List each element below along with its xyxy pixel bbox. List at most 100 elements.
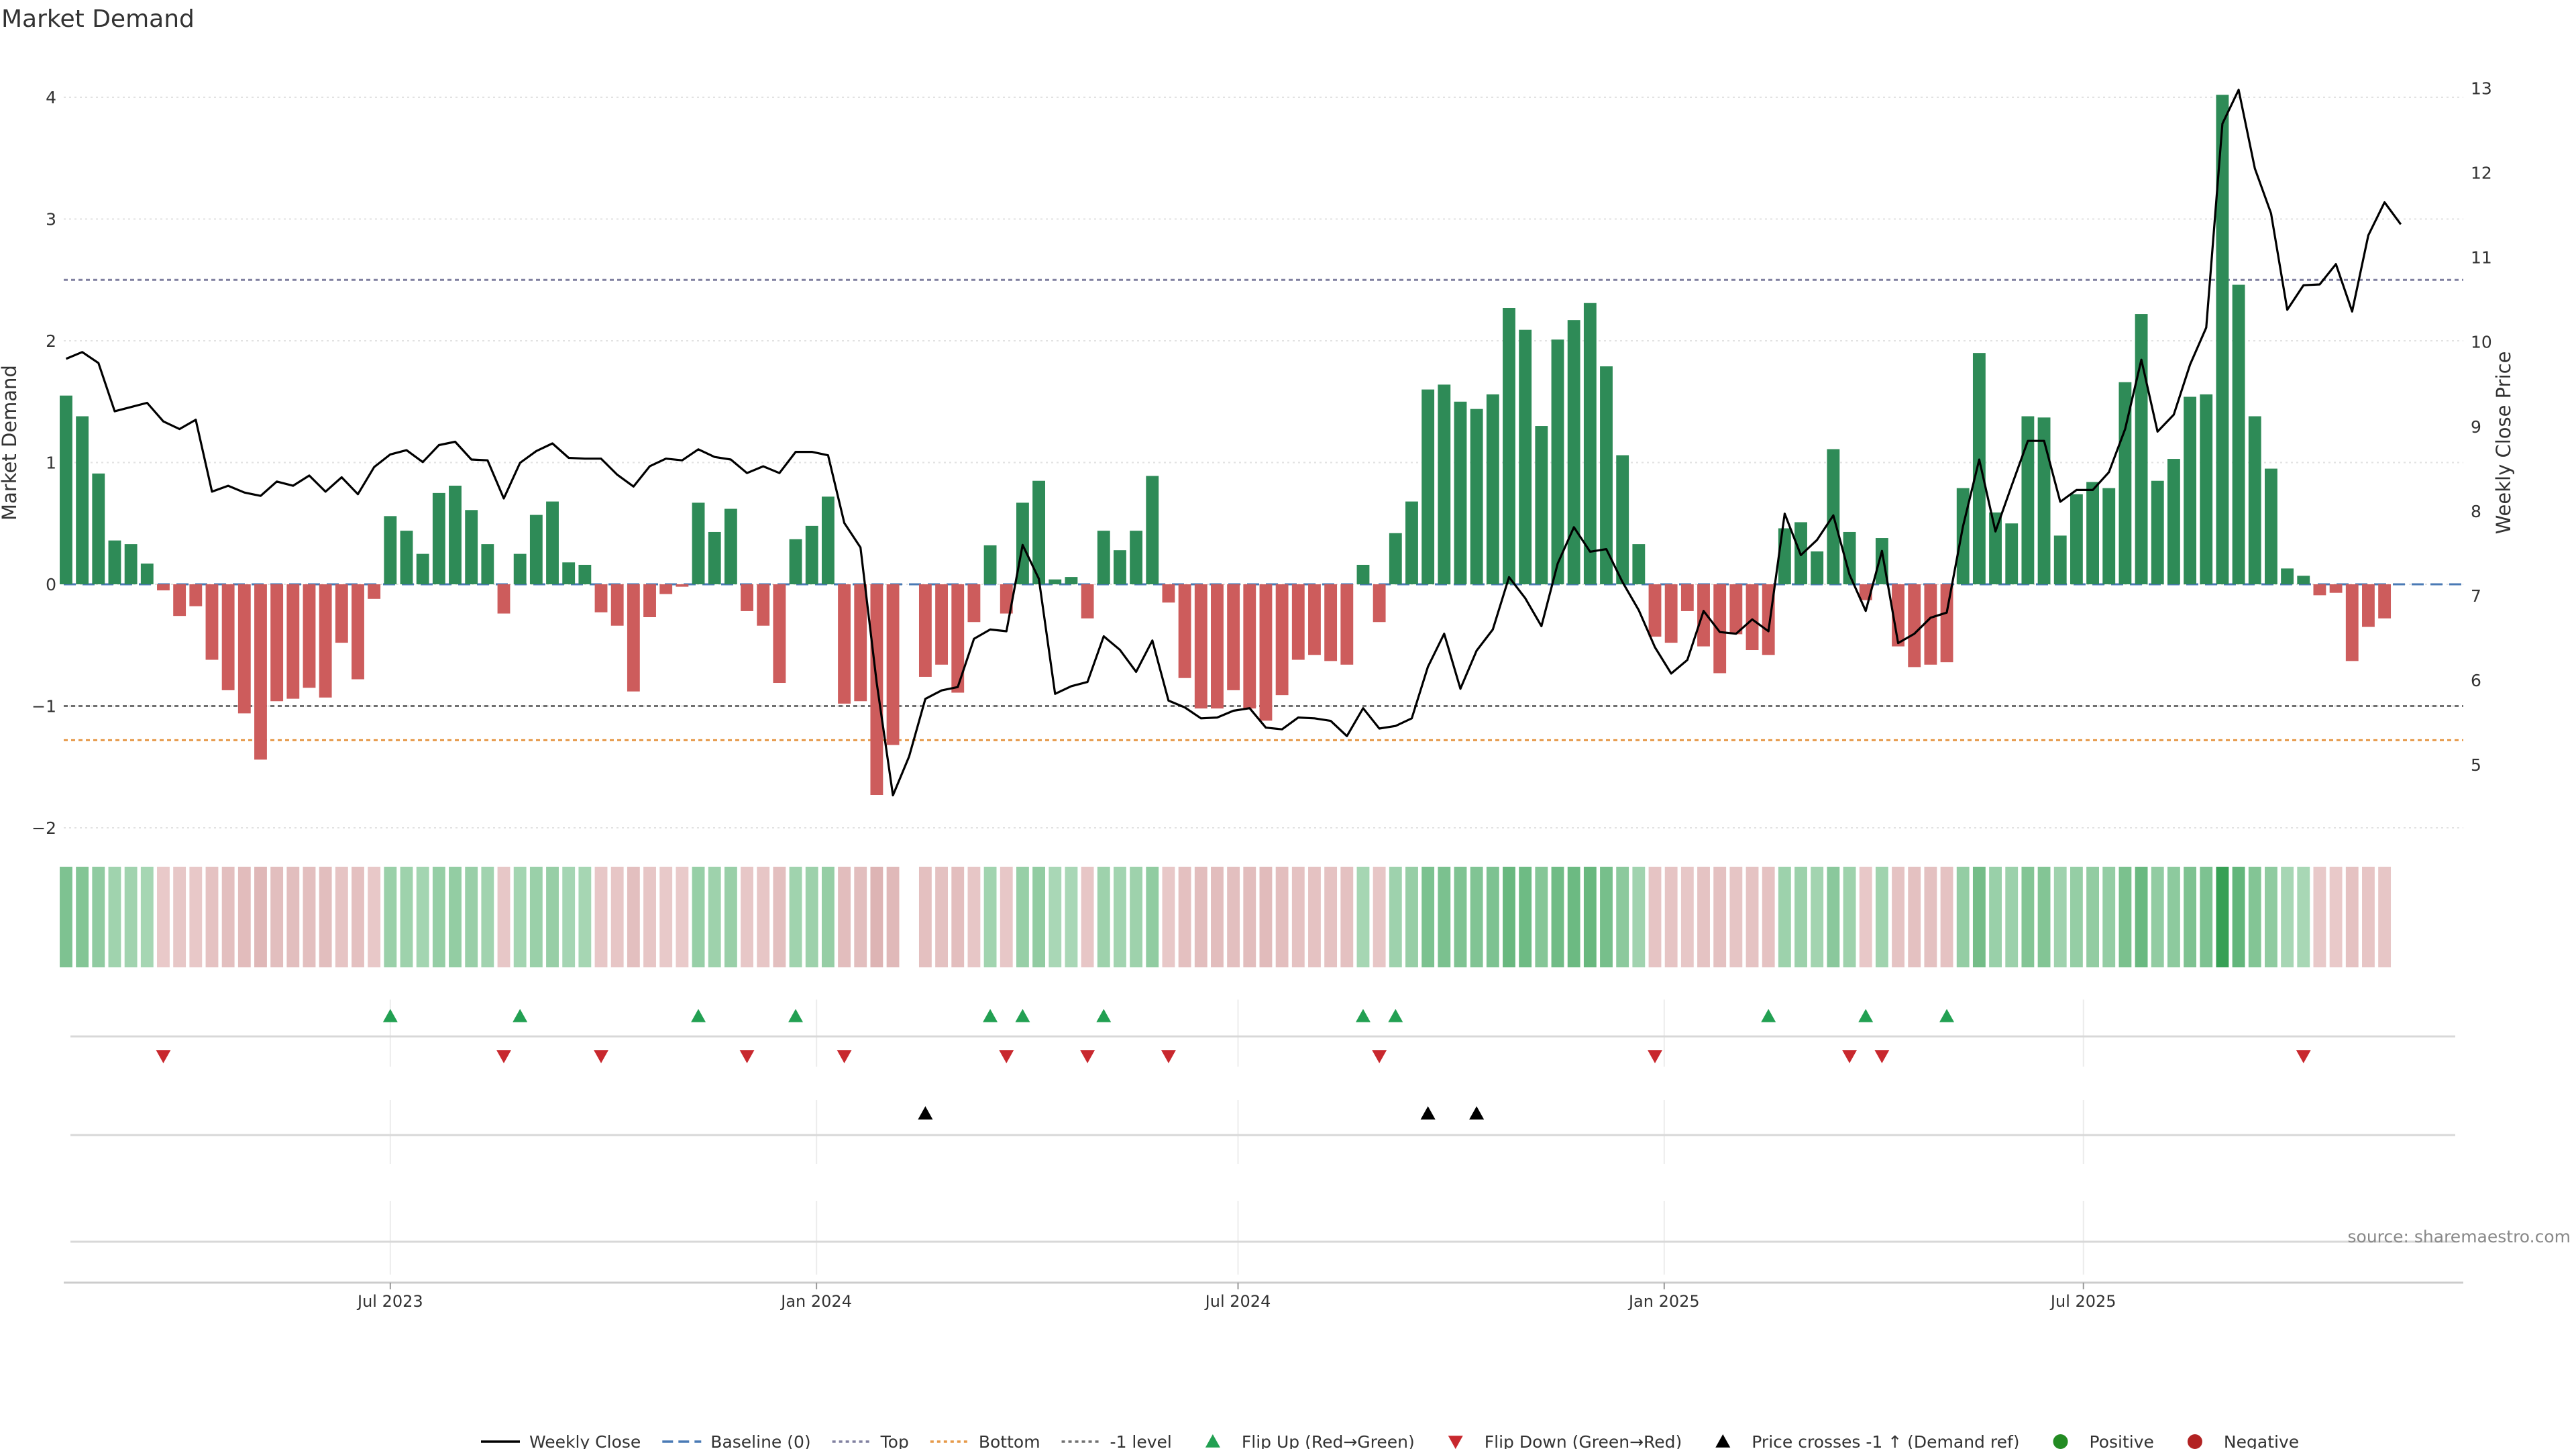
- demand-bar: [1583, 303, 1597, 584]
- heat-cell: [2329, 867, 2343, 967]
- demand-bar: [918, 584, 932, 677]
- legend-item-top: Top: [832, 1432, 909, 1449]
- flip-up-marker: [1096, 1009, 1112, 1022]
- y-tick-label: 4: [46, 88, 56, 107]
- demand-bar: [513, 553, 527, 584]
- heat-cell: [2200, 867, 2213, 967]
- demand-bar: [1000, 584, 1013, 614]
- heat-cell: [1275, 867, 1289, 967]
- heat-cell: [2086, 867, 2099, 967]
- legend-label: Weekly Close: [529, 1432, 641, 1449]
- flip-up-marker: [1761, 1009, 1776, 1022]
- y2-tick-label: 7: [2471, 586, 2481, 606]
- demand-bar: [1746, 584, 1759, 651]
- heat-cell: [983, 867, 997, 967]
- heat-cell: [303, 867, 316, 967]
- demand-bar: [1340, 584, 1354, 665]
- flip-up-marker: [1858, 1009, 1874, 1022]
- demand-bar: [627, 584, 640, 692]
- heat-cell: [773, 867, 786, 967]
- heat-cell: [1259, 867, 1273, 967]
- legend-swatch: [1715, 1434, 1731, 1448]
- demand-bar: [254, 584, 267, 760]
- heat-cell: [2167, 867, 2180, 967]
- heat-cell: [189, 867, 203, 967]
- demand-bar: [303, 584, 316, 688]
- heat-cell: [1697, 867, 1710, 967]
- heat-cell: [789, 867, 802, 967]
- x-tick-label: Jul 2024: [1204, 1292, 1271, 1311]
- heat-cell: [1032, 867, 1046, 967]
- legend-item-baseline: Baseline (0): [662, 1432, 811, 1449]
- heat-cell: [2184, 867, 2197, 967]
- y2-tick-label: 13: [2471, 78, 2492, 98]
- heat-cell: [870, 867, 883, 967]
- legend-label: Top: [880, 1432, 909, 1449]
- flip-up-marker: [1388, 1009, 1403, 1022]
- demand-bar: [1713, 584, 1727, 674]
- heat-cell: [1243, 867, 1256, 967]
- heat-cell: [1535, 867, 1548, 967]
- demand-bar: [935, 584, 949, 665]
- legend-item-weekly: Weekly Close: [481, 1432, 641, 1449]
- heat-cell: [124, 867, 138, 967]
- legend-item-minus1: -1 level: [1061, 1432, 1172, 1449]
- demand-bar: [1908, 584, 1921, 667]
- heat-cell: [1713, 867, 1727, 967]
- flip-down-marker: [1080, 1050, 1095, 1063]
- heat-cell: [1827, 867, 1840, 967]
- demand-bar: [76, 416, 89, 584]
- demand-bar: [335, 584, 348, 643]
- heat-cell: [1519, 867, 1532, 967]
- demand-bar: [562, 562, 576, 584]
- left-y-axis: 4 3 2 1 0 −1 −2: [32, 88, 56, 838]
- flip-up-marker: [1939, 1009, 1955, 1022]
- demand-bar: [1211, 584, 1224, 709]
- demand-bar: [1519, 329, 1532, 584]
- demand-bar: [757, 584, 770, 626]
- demand-bar: [594, 584, 608, 612]
- heat-cell: [497, 867, 511, 967]
- heat-cell: [319, 867, 332, 967]
- heat-cell: [838, 867, 851, 967]
- heat-cell: [886, 867, 900, 967]
- legend-item-flipdown: Flip Down (Green→Red): [1448, 1432, 1682, 1449]
- demand-bar: [1616, 455, 1629, 584]
- demand-bar: [465, 510, 478, 584]
- demand-bar: [140, 564, 154, 584]
- legend-label: Baseline (0): [710, 1432, 810, 1449]
- demand-bar: [352, 584, 364, 680]
- demand-bar: [1421, 389, 1435, 584]
- heat-cell: [1324, 867, 1338, 967]
- heat-cell: [1746, 867, 1759, 967]
- flip-marker-panel: [70, 1009, 2455, 1063]
- heat-cell: [254, 867, 267, 967]
- weekly-close-series: [65, 89, 2402, 797]
- demand-bar: [2281, 568, 2294, 584]
- heat-cell: [1049, 867, 1062, 967]
- heat-cell: [2378, 867, 2392, 967]
- demand-heat-strip: [60, 867, 2392, 967]
- heat-cell: [854, 867, 867, 967]
- heat-cell: [1664, 867, 1678, 967]
- heat-cell: [2264, 867, 2277, 967]
- heat-cell: [1503, 867, 1515, 967]
- demand-bar: [1924, 584, 1937, 665]
- legend-label: Flip Down (Green→Red): [1485, 1432, 1682, 1449]
- heat-cell: [2053, 867, 2067, 967]
- demand-bar: [286, 584, 300, 699]
- demand-bar: [1324, 584, 1338, 661]
- heat-cell: [1389, 867, 1402, 967]
- heat-cell: [918, 867, 932, 967]
- demand-bar: [2184, 396, 2197, 584]
- demand-bar: [432, 492, 445, 584]
- flip-up-marker: [1355, 1009, 1371, 1022]
- legend-swatch: [1205, 1434, 1220, 1448]
- demand-bar: [2200, 394, 2213, 584]
- heat-cell: [416, 867, 429, 967]
- heat-cell: [157, 867, 170, 967]
- demand-bar: [1065, 577, 1078, 584]
- heat-cell: [1130, 867, 1143, 967]
- heat-cell: [1924, 867, 1937, 967]
- left-y-axis-label: Market Demand: [0, 365, 21, 521]
